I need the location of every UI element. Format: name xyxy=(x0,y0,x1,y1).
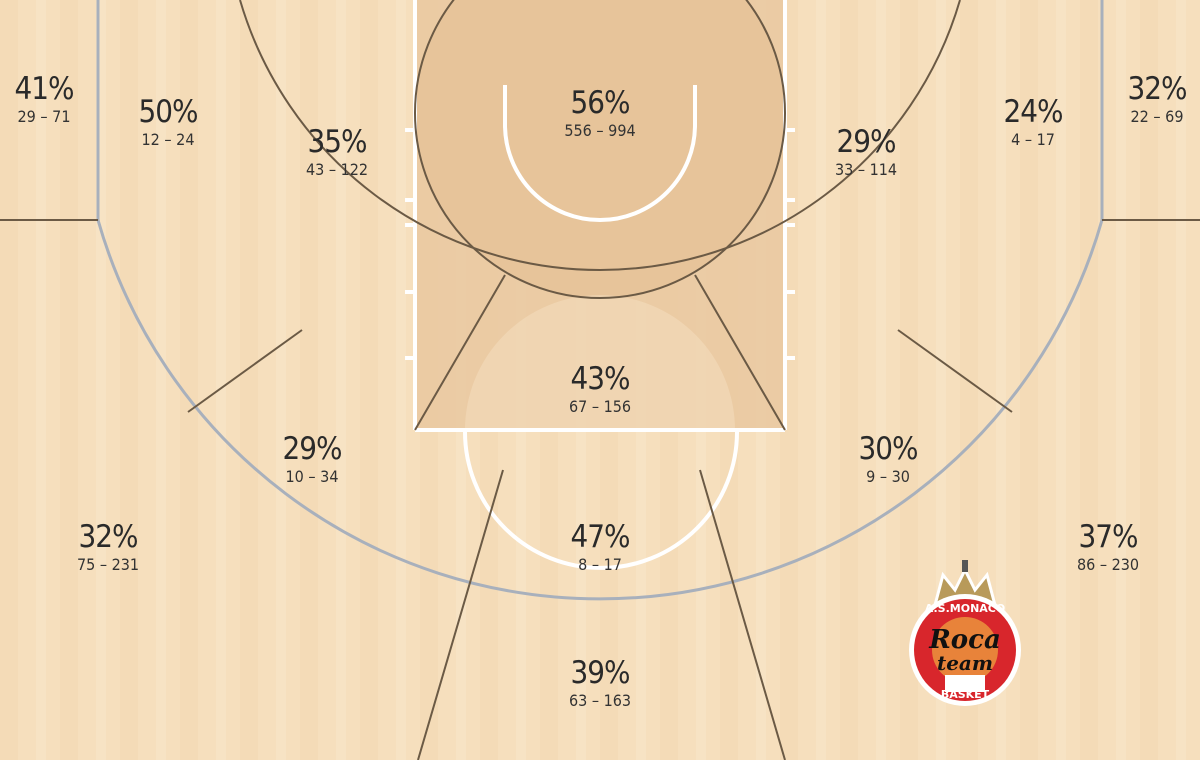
free-throw-circle-top xyxy=(465,295,735,430)
zone-percentage: 37% xyxy=(1078,519,1139,555)
zone-label-paint-non-ra: 43% 67 – 156 xyxy=(569,362,631,418)
zone-made-attempts: 10 – 34 xyxy=(285,467,339,486)
zone-label-top-key-three: 39% 63 – 163 xyxy=(569,656,631,712)
zone-made-attempts: 29 – 71 xyxy=(17,107,71,126)
svg-text:A.S.MONACO: A.S.MONACO xyxy=(925,602,1005,615)
zone-made-attempts: 63 – 163 xyxy=(568,691,632,710)
zone-percentage: 29% xyxy=(282,431,343,467)
zone-label-right-corner-three: 32% 22 – 69 xyxy=(1127,71,1188,128)
zone-percentage: 35% xyxy=(307,124,368,160)
zone-made-attempts: 86 – 230 xyxy=(1076,555,1140,574)
zone-percentage: 56% xyxy=(570,85,631,121)
zone-made-attempts: 8 – 17 xyxy=(578,555,622,574)
zone-label-restricted-area: 56% 556 – 994 xyxy=(564,86,635,142)
zone-percentage: 41% xyxy=(14,71,75,107)
zone-percentage: 29% xyxy=(836,124,897,160)
zone-percentage: 50% xyxy=(138,94,199,130)
zone-percentage: 32% xyxy=(78,519,139,555)
zone-label-left-corner-three: 41% 29 – 71 xyxy=(14,71,75,128)
zone-label-left-short-mid: 35% 43 – 122 xyxy=(306,125,368,181)
zone-percentage: 47% xyxy=(570,519,631,555)
zone-percentage: 43% xyxy=(570,361,631,397)
zone-made-attempts: 75 – 231 xyxy=(76,555,140,574)
svg-text:Roca: Roca xyxy=(928,625,1001,655)
zone-label-right-short-mid: 29% 33 – 114 xyxy=(835,125,897,181)
court-lines xyxy=(405,0,795,570)
zone-made-attempts: 4 – 17 xyxy=(1011,130,1055,149)
zone-made-attempts: 22 – 69 xyxy=(1130,107,1184,126)
zone-percentage: 24% xyxy=(1003,94,1064,130)
svg-text:BASKET: BASKET xyxy=(941,688,990,701)
zone-made-attempts: 556 – 994 xyxy=(564,121,636,140)
zone-label-right-wing-mid: 30% 9 – 30 xyxy=(858,431,919,488)
zone-percentage: 39% xyxy=(570,655,631,691)
svg-text:team: team xyxy=(937,651,993,675)
zone-made-attempts: 12 – 24 xyxy=(141,130,195,149)
zone-label-left-wing-mid: 29% 10 – 34 xyxy=(282,431,343,488)
zone-made-attempts: 67 – 156 xyxy=(568,397,632,416)
zone-label-top-key-mid: 47% 8 – 17 xyxy=(570,519,631,576)
zone-made-attempts: 33 – 114 xyxy=(834,160,898,179)
zone-percentage: 30% xyxy=(858,431,919,467)
restricted-zone-fill xyxy=(415,0,785,298)
zone-made-attempts: 43 – 122 xyxy=(305,160,369,179)
zone-label-right-baseline-mid: 24% 4 – 17 xyxy=(1003,94,1064,151)
zone-label-right-wing-three: 37% 86 – 230 xyxy=(1077,520,1139,576)
zone-made-attempts: 9 – 30 xyxy=(866,467,910,486)
three-point-line xyxy=(96,0,1104,601)
zone-label-left-wing-three: 32% 75 – 231 xyxy=(77,520,139,576)
zone-percentage: 32% xyxy=(1127,71,1188,107)
team-logo: A.S.MONACO Roca team BASKET xyxy=(909,560,1021,706)
zone-label-left-baseline-mid: 50% 12 – 24 xyxy=(138,94,199,151)
